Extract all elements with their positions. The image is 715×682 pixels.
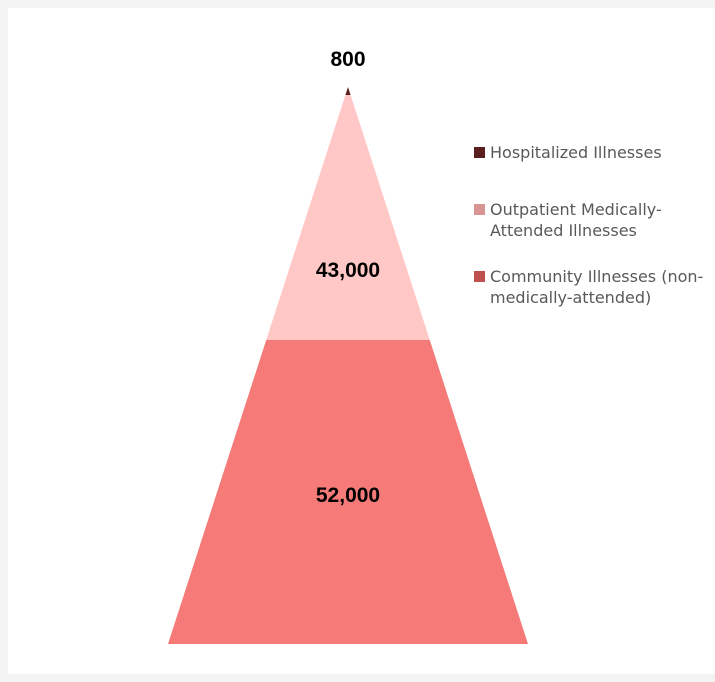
segment-label-hospitalized: 800 bbox=[330, 48, 365, 71]
legend-item-outpatient: Outpatient Medically-Attended Illnesses bbox=[474, 199, 704, 241]
legend-label-hospitalized: Hospitalized Illnesses bbox=[490, 143, 662, 162]
legend-swatch-outpatient bbox=[474, 204, 485, 215]
legend-swatch-community bbox=[474, 271, 485, 282]
legend-swatch-hospitalized bbox=[474, 147, 485, 158]
legend: Hospitalized Illnesses Outpatient Medica… bbox=[474, 142, 704, 344]
legend-item-hospitalized: Hospitalized Illnesses bbox=[474, 142, 704, 163]
segment-label-community: 52,000 bbox=[316, 484, 380, 507]
segment-community bbox=[168, 340, 528, 644]
segment-hospitalized bbox=[345, 87, 351, 95]
pyramid-segments bbox=[168, 87, 528, 644]
legend-label-outpatient: Outpatient Medically-Attended Illnesses bbox=[490, 200, 662, 240]
pyramid-labels: 800 43,000 52,000 bbox=[316, 48, 380, 507]
legend-label-community: Community Illnesses (non-medically-atten… bbox=[490, 267, 704, 307]
legend-item-community: Community Illnesses (non-medically-atten… bbox=[474, 266, 704, 308]
segment-outpatient bbox=[266, 95, 430, 340]
segment-label-outpatient: 43,000 bbox=[316, 259, 380, 282]
